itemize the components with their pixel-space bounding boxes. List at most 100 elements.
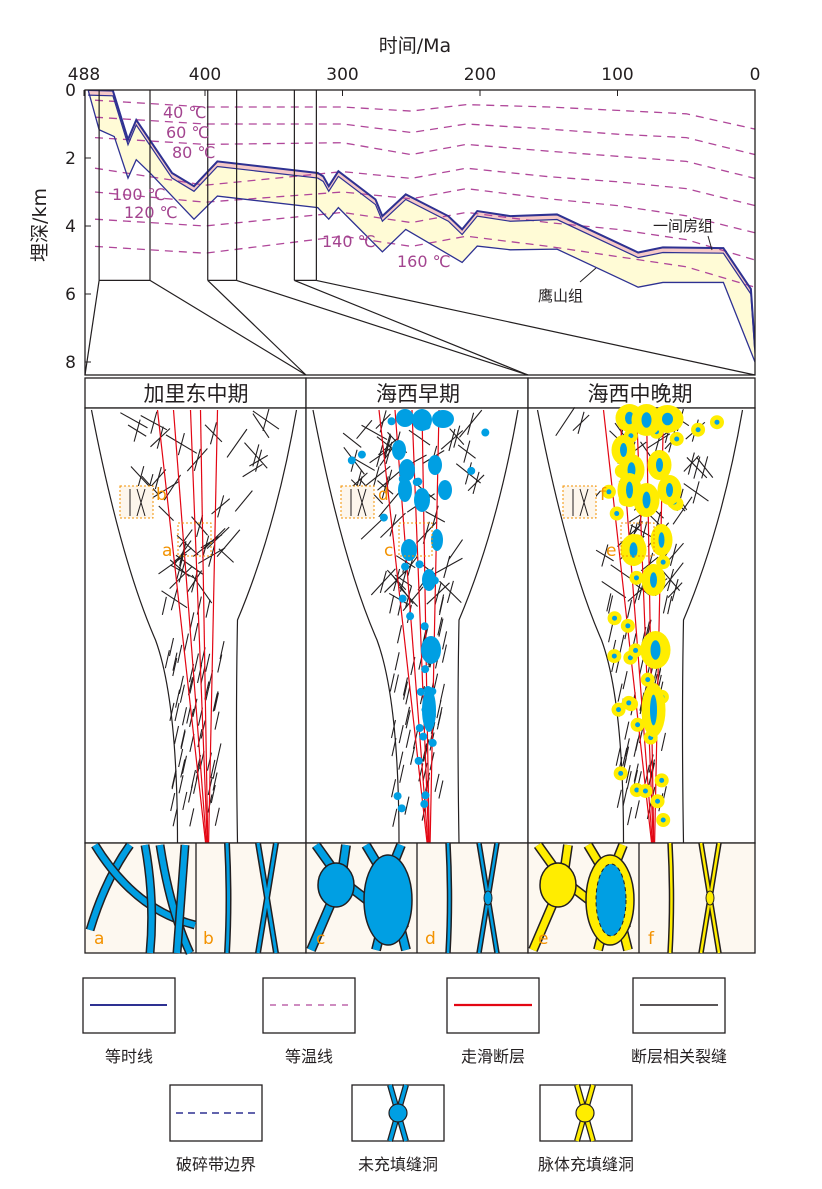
fracture <box>175 689 181 708</box>
fracture <box>178 529 193 548</box>
stage-panels <box>84 377 756 844</box>
unfilled-cavity <box>626 481 633 499</box>
zoom-box-label: c <box>384 541 393 561</box>
fracture <box>255 449 263 472</box>
legend-label: 走滑断层 <box>461 1047 525 1066</box>
cavity-spot <box>660 559 666 565</box>
fracture <box>626 770 632 790</box>
cavity-spot <box>421 665 430 674</box>
fracture-line <box>446 842 451 954</box>
cavity-spot <box>398 594 407 603</box>
fracture <box>210 759 216 779</box>
fracture <box>439 594 445 613</box>
fracture <box>170 792 176 812</box>
fracture <box>181 707 188 726</box>
cavity-spot <box>420 800 429 809</box>
y-axis-title: 埋深/km <box>29 188 51 262</box>
breccia-zone-boundary <box>457 409 519 844</box>
fracture <box>342 432 362 448</box>
fracture <box>608 624 614 643</box>
unfilled-cavity <box>432 410 454 428</box>
cavity-spot <box>625 623 631 629</box>
x-tick-label: 100 <box>601 65 633 85</box>
fracture <box>672 496 693 525</box>
cavity-spot <box>616 707 622 713</box>
strike-slip-fault <box>172 409 207 844</box>
unfilled-cavity <box>620 443 627 457</box>
legend-item-isochron: 等时线 <box>82 977 176 1066</box>
isochron-lower <box>87 90 755 363</box>
fracture <box>390 719 396 739</box>
fracture <box>217 654 223 673</box>
y-tick-label: 2 <box>65 149 76 169</box>
fracture <box>402 586 424 612</box>
cavity-spot <box>397 804 406 813</box>
fracture-line <box>225 842 230 954</box>
fracture <box>219 641 225 660</box>
fracture <box>622 670 628 690</box>
isochron-upper-base <box>88 94 755 354</box>
fracture <box>177 644 183 664</box>
fracture <box>208 544 216 567</box>
cavity-spot <box>415 724 424 733</box>
fracture <box>667 595 673 615</box>
fracture <box>572 488 589 517</box>
fan-line <box>149 279 307 376</box>
legend-item-unfilled-cavity: 未充填缝洞 <box>351 1084 445 1174</box>
fracture <box>137 466 145 489</box>
unfilled-cavity <box>412 409 432 431</box>
stage-panel <box>84 377 307 844</box>
cavity-spot <box>614 511 620 517</box>
fracture <box>671 579 679 602</box>
unfilled-cavity <box>392 440 406 460</box>
cavity-spot <box>428 738 437 747</box>
fracture <box>402 677 409 696</box>
stage-panel <box>527 377 756 844</box>
cavity-spot <box>633 647 639 653</box>
fracture <box>179 541 187 564</box>
fracture <box>625 764 631 784</box>
fracture <box>212 760 218 779</box>
fracture <box>615 747 621 766</box>
strike-slip-fault <box>429 409 440 844</box>
unfilled-cavity <box>398 478 412 502</box>
fracture <box>161 596 167 615</box>
panel-header <box>84 377 307 409</box>
isotherm-line <box>94 116 755 156</box>
cavity-spot <box>406 612 415 621</box>
cavity-node <box>705 890 715 906</box>
zoom-box-b <box>340 485 375 519</box>
yellow-cavity-icon <box>574 1084 596 1142</box>
fracture <box>178 748 184 768</box>
fracture <box>669 543 677 566</box>
strike-slip-fault <box>199 409 209 844</box>
strike-slip-fault <box>189 409 208 844</box>
fracture <box>389 595 395 614</box>
y-tick-label: 0 <box>65 81 76 101</box>
fracture <box>178 775 184 794</box>
fracture <box>394 652 400 671</box>
fracture <box>193 653 199 672</box>
breccia-zone-boundary <box>312 409 400 844</box>
cavity-spot <box>660 817 666 823</box>
fracture <box>193 448 201 471</box>
y-tick-label: 6 <box>65 285 76 305</box>
fracture <box>176 534 199 556</box>
fracture <box>169 702 175 721</box>
fracture <box>624 721 630 740</box>
fracture <box>189 675 195 694</box>
cavity-spot <box>606 489 612 495</box>
isotherm-label: 100 ℃ <box>112 185 166 204</box>
fracture <box>622 747 628 767</box>
fracture <box>168 637 175 657</box>
legend-label: 未充填缝洞 <box>358 1155 438 1174</box>
formation-band <box>88 90 755 362</box>
isochron-upper <box>88 90 755 349</box>
unfilled-cavity <box>421 636 441 664</box>
unfilled-cavity <box>363 854 413 946</box>
cavity-spot <box>467 466 476 475</box>
fracture <box>205 653 211 672</box>
fracture <box>148 481 179 501</box>
strike-slip-fault <box>208 409 219 844</box>
isotherm-label: 40 ℃ <box>163 103 206 122</box>
